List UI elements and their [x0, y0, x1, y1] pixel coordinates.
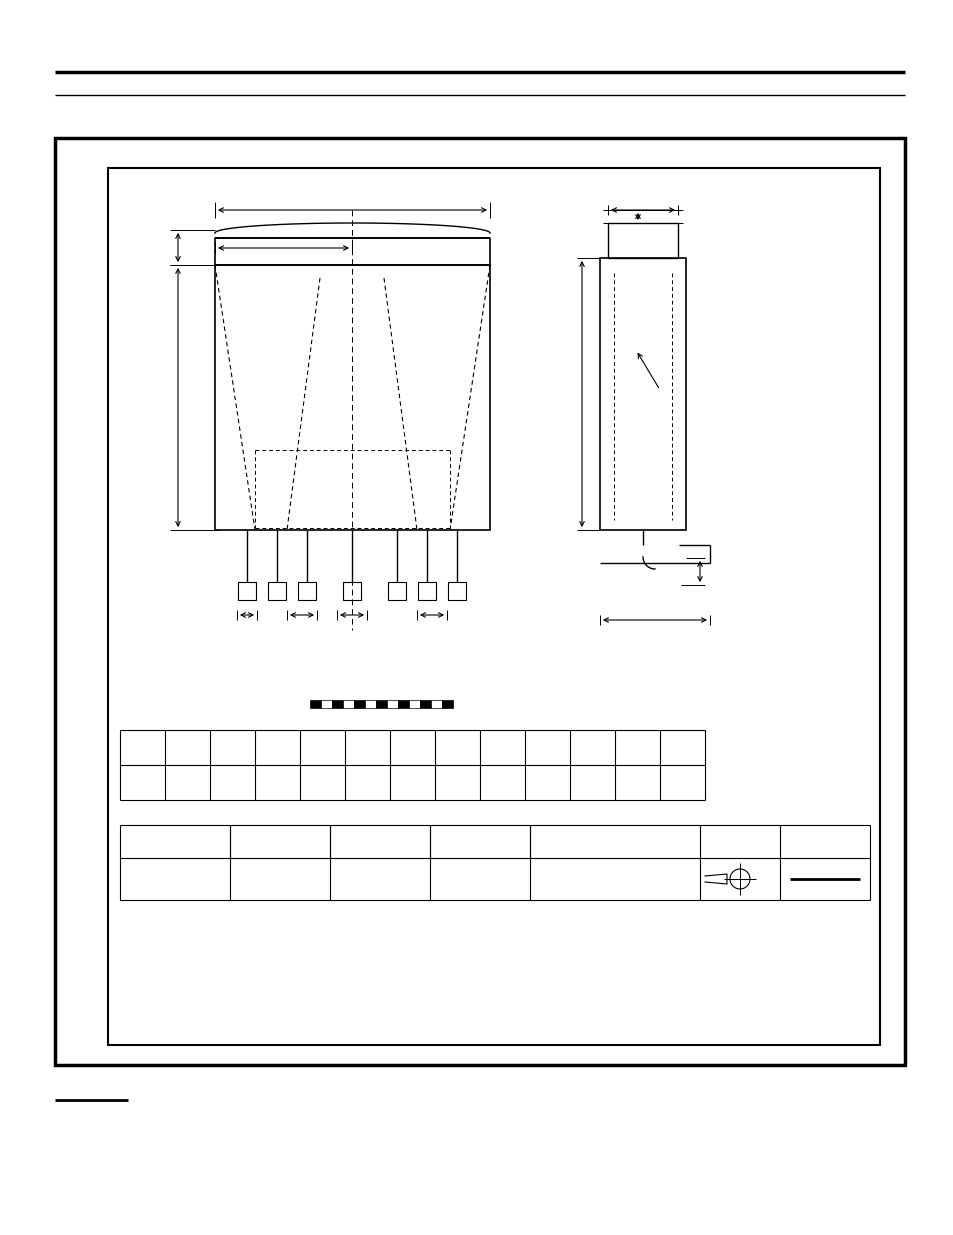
Bar: [55, 138, 904, 1065]
Bar: [343, 582, 360, 600]
Bar: [409, 700, 419, 708]
Bar: [375, 700, 387, 708]
Bar: [268, 582, 286, 600]
Bar: [365, 700, 375, 708]
Bar: [431, 700, 441, 708]
Bar: [441, 700, 453, 708]
Bar: [310, 700, 320, 708]
Bar: [332, 700, 343, 708]
Bar: [237, 582, 255, 600]
Bar: [297, 582, 315, 600]
Bar: [599, 258, 685, 530]
Bar: [448, 582, 465, 600]
Bar: [343, 700, 354, 708]
Bar: [320, 700, 332, 708]
Bar: [388, 582, 406, 600]
Bar: [108, 168, 879, 1045]
Bar: [607, 224, 678, 258]
Bar: [417, 582, 436, 600]
Bar: [397, 700, 409, 708]
Bar: [387, 700, 397, 708]
Bar: [419, 700, 431, 708]
Bar: [354, 700, 365, 708]
Bar: [214, 266, 490, 530]
